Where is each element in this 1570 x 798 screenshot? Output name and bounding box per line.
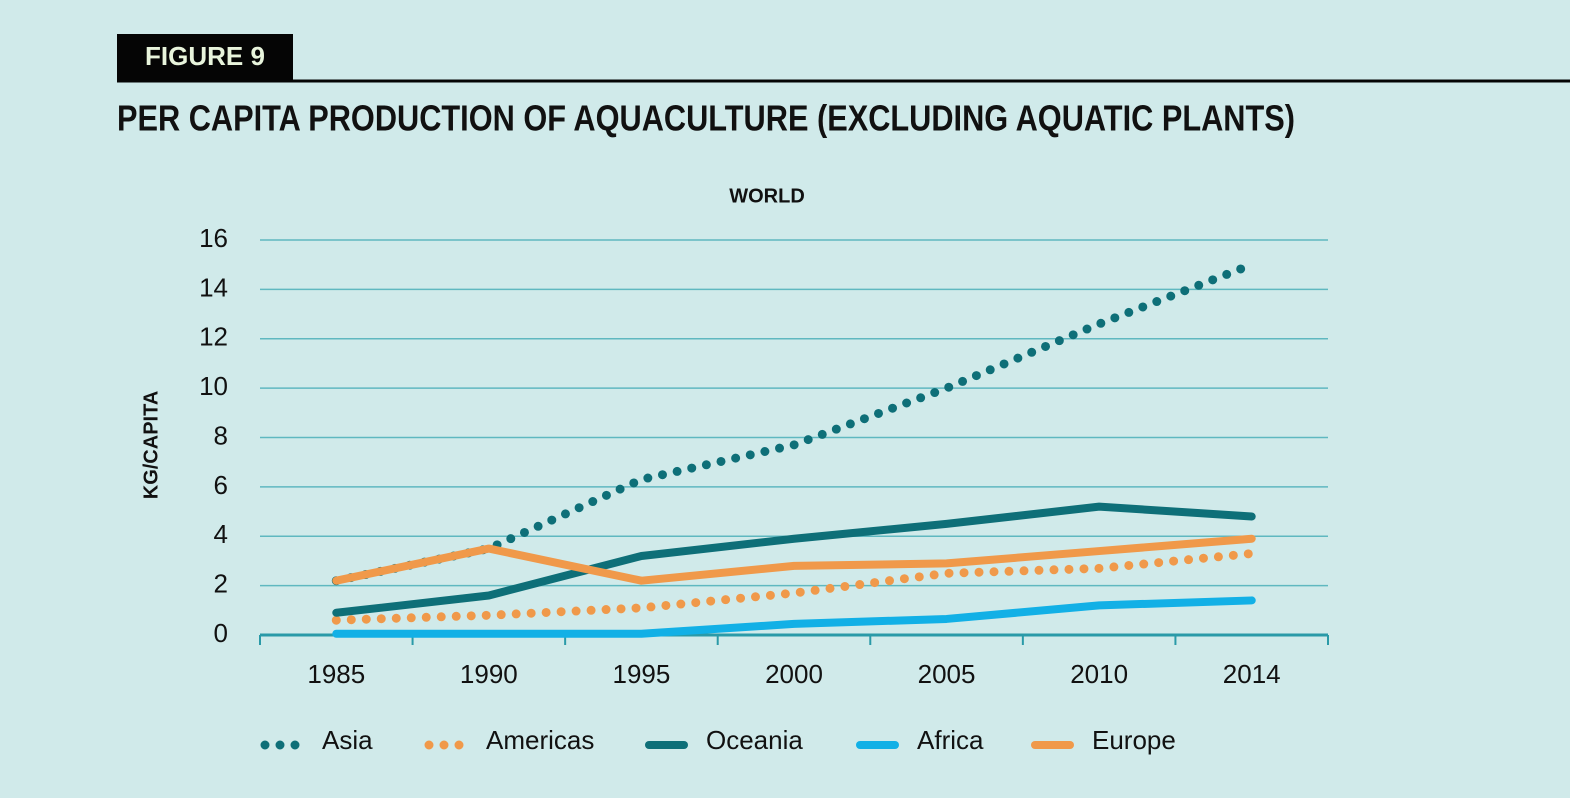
- chart-subtitle: WORLD: [729, 185, 805, 207]
- y-tick-label: 10: [199, 371, 228, 401]
- y-tick-label: 16: [199, 223, 228, 253]
- legend-label: Americas: [486, 725, 594, 755]
- series-line: [332, 502, 1256, 617]
- y-tick-label: 6: [214, 470, 228, 500]
- x-tick-label: 2010: [1070, 659, 1128, 689]
- y-tick-label: 8: [214, 420, 228, 450]
- y-tick-label: 2: [214, 569, 228, 599]
- x-tick-label: 1990: [460, 659, 518, 689]
- series-line: [331, 260, 1257, 586]
- x-tick-label: 2000: [765, 659, 823, 689]
- legend-label: Asia: [322, 725, 373, 755]
- y-axis-label: KG/CAPITA: [140, 391, 162, 500]
- x-tick-label: 2005: [918, 659, 976, 689]
- y-tick-label: 14: [199, 272, 228, 302]
- x-tick-label: 1995: [613, 659, 671, 689]
- series-line: [332, 534, 1256, 585]
- x-tick-label: 2014: [1223, 659, 1281, 689]
- legend-label: Africa: [917, 725, 984, 755]
- legend-label: Europe: [1092, 725, 1176, 755]
- x-tick-label: 1985: [307, 659, 365, 689]
- series-line: [332, 596, 1256, 638]
- y-tick-label: 4: [214, 519, 228, 549]
- figure-label: FIGURE 9: [145, 41, 265, 71]
- series-line: [331, 549, 1257, 625]
- figure-label-box: [117, 34, 293, 81]
- y-tick-label: 12: [199, 322, 228, 352]
- legend-label: Oceania: [706, 725, 803, 755]
- y-tick-label: 0: [214, 618, 228, 648]
- chart-title: PER CAPITA PRODUCTION OF AQUACULTURE (EX…: [117, 98, 1295, 139]
